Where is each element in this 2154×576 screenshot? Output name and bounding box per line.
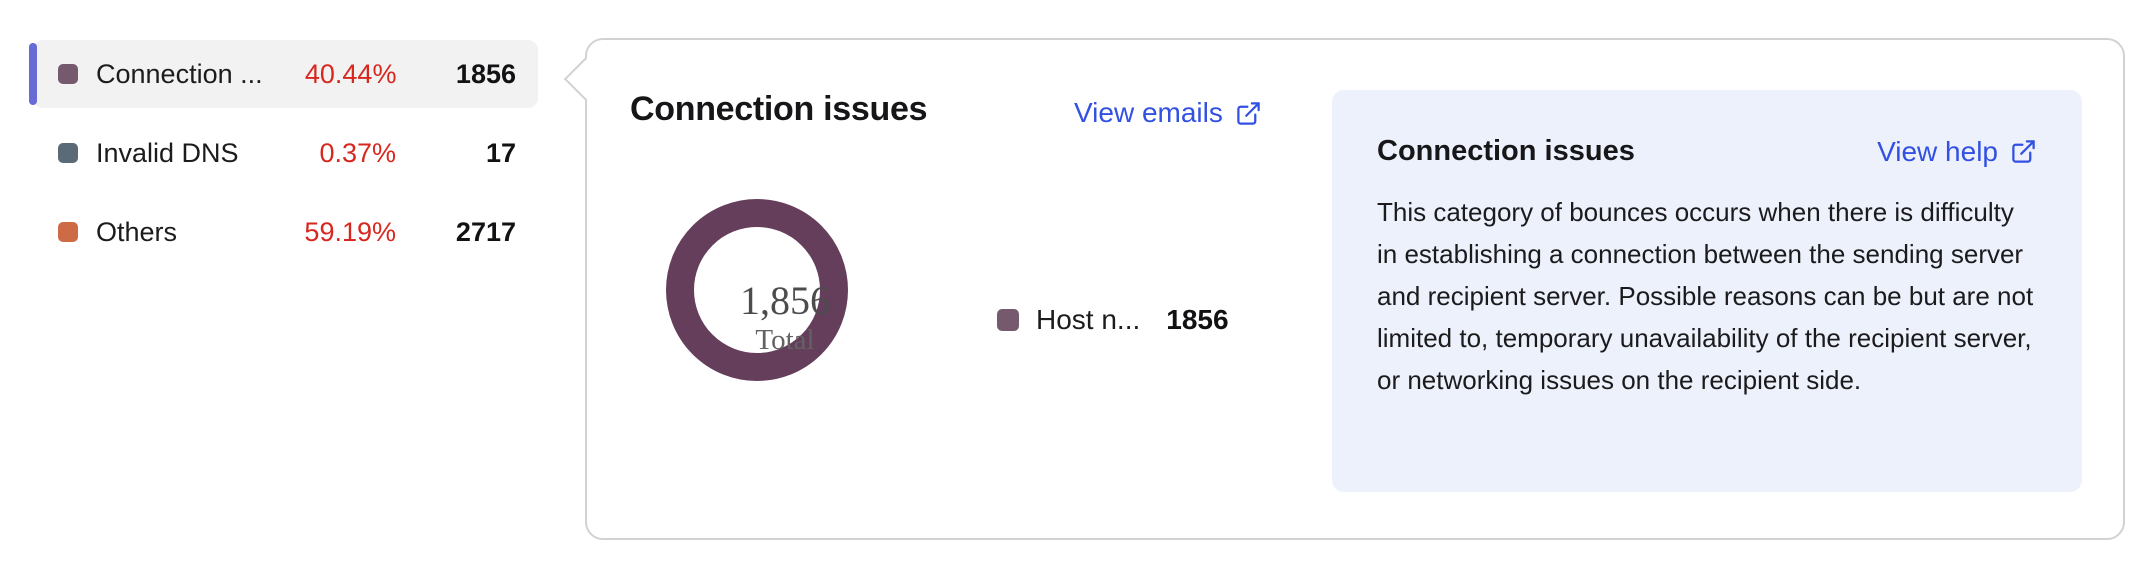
category-swatch [58, 143, 78, 163]
category-percent: 59.19% [304, 216, 396, 247]
category-row-invalid-dns[interactable]: Invalid DNS 0.37% 17 [33, 119, 538, 187]
category-count: 1856 [455, 58, 516, 89]
info-panel-heading: Connection issues [1377, 135, 1635, 167]
category-percent: 0.37% [319, 137, 396, 168]
external-link-icon [1237, 101, 1260, 125]
view-emails-link[interactable]: View emails [1074, 97, 1262, 129]
external-link-icon [2012, 140, 2035, 163]
category-label: Others [96, 216, 178, 247]
category-label: Connection ... [96, 58, 262, 89]
legend-swatch [997, 309, 1019, 331]
category-count: 17 [485, 137, 516, 168]
category-swatch [58, 222, 78, 242]
info-panel: Connection issues View help This categor… [1332, 90, 2082, 492]
detail-card: Connection issues View emails 1,856 Tota… [563, 38, 2125, 540]
category-swatch [58, 64, 78, 84]
category-row-connection-issues[interactable]: Connection ... 40.44% 1856 [29, 40, 538, 108]
view-help-label: View help [1877, 135, 1998, 167]
info-panel-body: This category of bounces occurs when the… [1377, 197, 2034, 395]
legend-label: Host n... [1036, 304, 1141, 335]
view-help-link[interactable]: View help [1877, 136, 2037, 168]
view-emails-label: View emails [1074, 97, 1223, 128]
category-list: Connection ... 40.44% 1856 Invalid DNS 0… [29, 40, 538, 277]
category-percent: 40.44% [304, 58, 397, 89]
category-label: Invalid DNS [96, 137, 239, 168]
legend-value: 1856 [1166, 304, 1229, 335]
category-count: 2717 [455, 216, 516, 247]
selected-accent-bar [29, 43, 37, 105]
donut-chart-ring[interactable] [666, 199, 848, 381]
card-pointer-notch [563, 57, 607, 101]
category-row-others[interactable]: Others 59.19% 2717 [33, 198, 538, 266]
card-title: Connection issues [630, 90, 928, 128]
legend-item-host[interactable]: Host n... 1856 [997, 304, 1229, 336]
